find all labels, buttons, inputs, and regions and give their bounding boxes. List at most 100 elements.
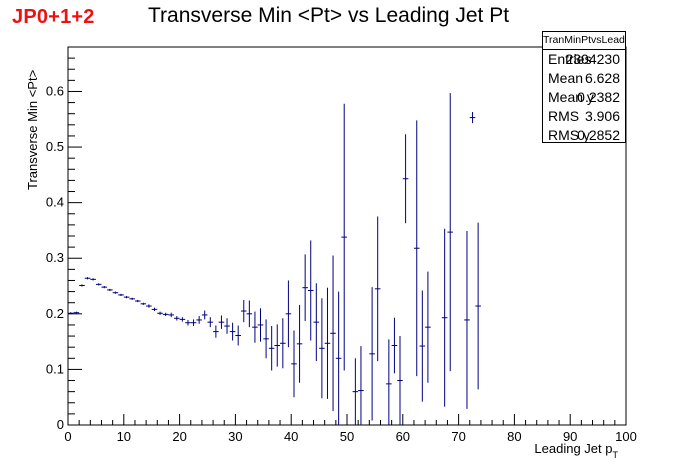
data-point: [341, 103, 347, 371]
data-point: [285, 280, 292, 348]
y-tick-label: 0: [57, 417, 64, 432]
y-tick-label: 0.1: [46, 361, 64, 376]
data-point: [201, 310, 208, 320]
data-point: [213, 325, 219, 338]
data-point: [425, 271, 431, 383]
data-point: [402, 134, 409, 224]
data-point: [134, 299, 141, 303]
data-point: [447, 93, 454, 372]
axis-ticks: [67, 46, 627, 426]
data-point: [274, 324, 281, 367]
y-tick-label: 0.4: [46, 195, 64, 210]
y-axis-label: Transverse Min <Pt>: [25, 70, 40, 190]
data-point: [252, 311, 258, 343]
data-point: [168, 312, 175, 318]
stats-value: 6.628: [584, 70, 620, 86]
data-point: [397, 336, 403, 425]
data-point: [101, 286, 108, 289]
stats-key: Entries: [548, 51, 592, 67]
data-point: [68, 312, 74, 315]
data-point: [151, 307, 158, 312]
data-point: [196, 316, 202, 324]
y-tick-label: 0.5: [46, 139, 64, 154]
stats-row-rms-y: RMS y 0.2852: [543, 126, 625, 145]
data-point: [79, 284, 85, 287]
stats-value: 0.2852: [577, 127, 620, 143]
data-point: [386, 339, 392, 425]
x-tick-label: 40: [284, 429, 298, 444]
x-tick-label: 90: [563, 429, 577, 444]
data-point: [358, 346, 364, 425]
data-point: [413, 120, 420, 377]
data-point: [90, 278, 96, 281]
y-tick-label: 0.2: [46, 306, 64, 321]
x-tick-label: 100: [615, 429, 637, 444]
data-point: [302, 254, 308, 322]
data-point: [123, 296, 130, 299]
data-point: [235, 325, 241, 346]
stats-row-mean: Mean 6.628: [543, 69, 625, 88]
data-point: [313, 283, 320, 362]
data-point: [140, 302, 147, 305]
stats-value: 2304230: [565, 51, 620, 67]
stats-key: RMS: [548, 108, 580, 124]
stats-row-entries: Entries 2304230: [543, 50, 625, 69]
data-point: [185, 319, 191, 326]
data-point: [107, 288, 113, 292]
data-point: [162, 312, 169, 317]
y-tick-label: 0.3: [46, 250, 64, 265]
data-point: [118, 293, 124, 297]
data-point: [464, 230, 470, 409]
x-tick-label: 30: [228, 429, 242, 444]
data-point: [157, 311, 163, 315]
data-point: [240, 299, 247, 323]
data-point: [352, 358, 359, 425]
x-axis-label-subscript: T: [613, 450, 619, 460]
data-point: [207, 317, 214, 328]
stats-value: 3.906: [584, 108, 620, 124]
x-tick-label: 20: [172, 429, 186, 444]
data-point: [112, 291, 119, 294]
data-point: [330, 255, 336, 412]
stats-row-rms: RMS 3.906: [543, 107, 625, 126]
data-point: [391, 317, 398, 374]
x-tick-label: 10: [117, 429, 131, 444]
data-point: [469, 112, 476, 124]
data-point: [307, 240, 314, 341]
data-point: [84, 277, 91, 280]
data-point: [441, 228, 448, 407]
data-point: [257, 308, 264, 342]
data-point: [319, 298, 325, 399]
stats-row-mean-y: Mean y 0.2382: [543, 88, 625, 107]
data-point: [296, 304, 303, 383]
data-points: [68, 93, 481, 425]
stats-key: RMS y: [548, 127, 590, 143]
stats-key: Mean: [548, 70, 584, 86]
x-axis-label: Leading Jet pT: [534, 441, 618, 460]
tick-labels: 0 10 20 30 40 50 60 70 80 90 100 0 0.1 0.2 0.3 0.4 0.5 0.…: [46, 83, 637, 444]
data-point: [218, 315, 225, 329]
stats-box-title: TranMinPtvsLeadJetPt: [543, 32, 625, 50]
data-point: [73, 311, 80, 314]
stats-key: Mean y: [548, 89, 594, 105]
x-tick-label: 50: [340, 429, 354, 444]
x-tick-label: 60: [396, 429, 410, 444]
data-point: [369, 287, 375, 421]
data-point: [129, 297, 135, 300]
data-point: [95, 283, 102, 286]
data-point: [374, 216, 381, 362]
stats-box: TranMinPtvsLeadJetPt Entries 2304230 Mea…: [542, 31, 626, 143]
chart-title: Transverse Min <Pt> vs Leading Jet Pt: [148, 4, 510, 27]
data-point: [190, 319, 197, 327]
x-tick-label: 80: [507, 429, 521, 444]
data-point: [174, 316, 180, 321]
data-point: [229, 322, 236, 341]
data-point: [419, 290, 426, 402]
data-point: [224, 318, 230, 334]
data-point: [335, 291, 342, 425]
data-point: [246, 300, 253, 328]
data-point: [475, 222, 481, 390]
data-point: [263, 319, 269, 359]
stats-value: 0.2382: [577, 89, 620, 105]
